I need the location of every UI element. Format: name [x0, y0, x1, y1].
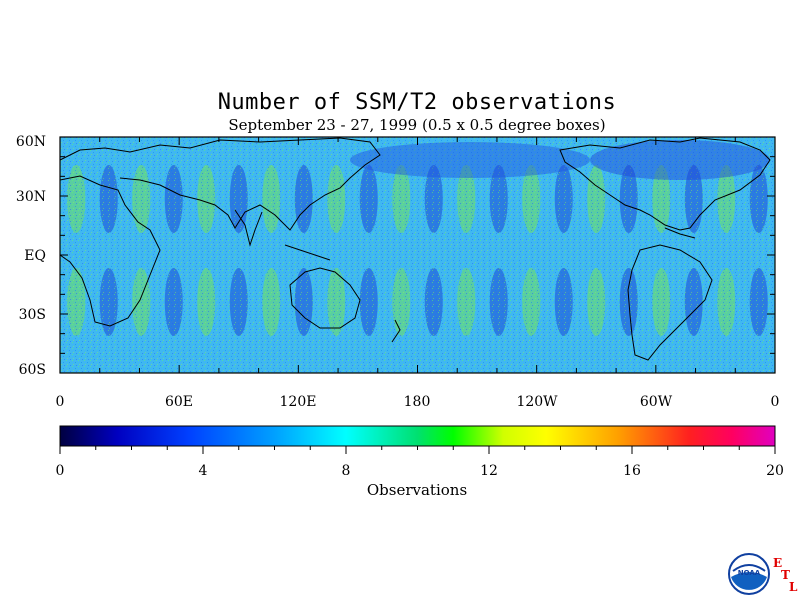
- colorbar-label-20: 20: [766, 463, 784, 479]
- svg-text:NOAA: NOAA: [738, 569, 761, 577]
- lon-label-180: 180: [403, 394, 431, 410]
- lon-label-120e: 120E: [279, 394, 317, 410]
- noaa-logo-icon: NOAA: [728, 553, 770, 595]
- lat-label-60s: 60S: [18, 362, 46, 378]
- colorbar-label-16: 16: [623, 463, 641, 479]
- etl-letter-t: T: [781, 568, 790, 582]
- lat-label-60n: 60N: [15, 134, 46, 150]
- lat-label-eq: EQ: [24, 248, 46, 264]
- colorbar-ticks: [59, 446, 776, 454]
- etl-letter-l: L: [789, 580, 798, 594]
- colorbar: [59, 425, 776, 447]
- chart-title: Number of SSM/T2 observations: [217, 90, 617, 115]
- colorbar-label-12: 12: [480, 463, 498, 479]
- colorbar-label-0: 0: [55, 463, 65, 479]
- etl-letter-e: E: [773, 556, 783, 570]
- chart-subtitle: September 23 - 27, 1999 (0.5 x 0.5 degre…: [228, 116, 606, 134]
- axis-ticks: [59, 136, 776, 374]
- lon-label-60e: 60E: [164, 394, 194, 410]
- lon-label-0-end: 0: [770, 394, 780, 410]
- lat-label-30n: 30N: [15, 189, 46, 205]
- lon-label-0: 0: [55, 394, 65, 410]
- colorbar-label-4: 4: [198, 463, 208, 479]
- lon-label-60w: 60W: [639, 394, 673, 410]
- colorbar-title: Observations: [366, 481, 468, 499]
- colorbar-label-8: 8: [341, 463, 351, 479]
- lon-label-120w: 120W: [516, 394, 558, 410]
- coastlines: [59, 137, 771, 361]
- lat-label-30s: 30S: [18, 307, 46, 323]
- observation-field: [60, 137, 775, 373]
